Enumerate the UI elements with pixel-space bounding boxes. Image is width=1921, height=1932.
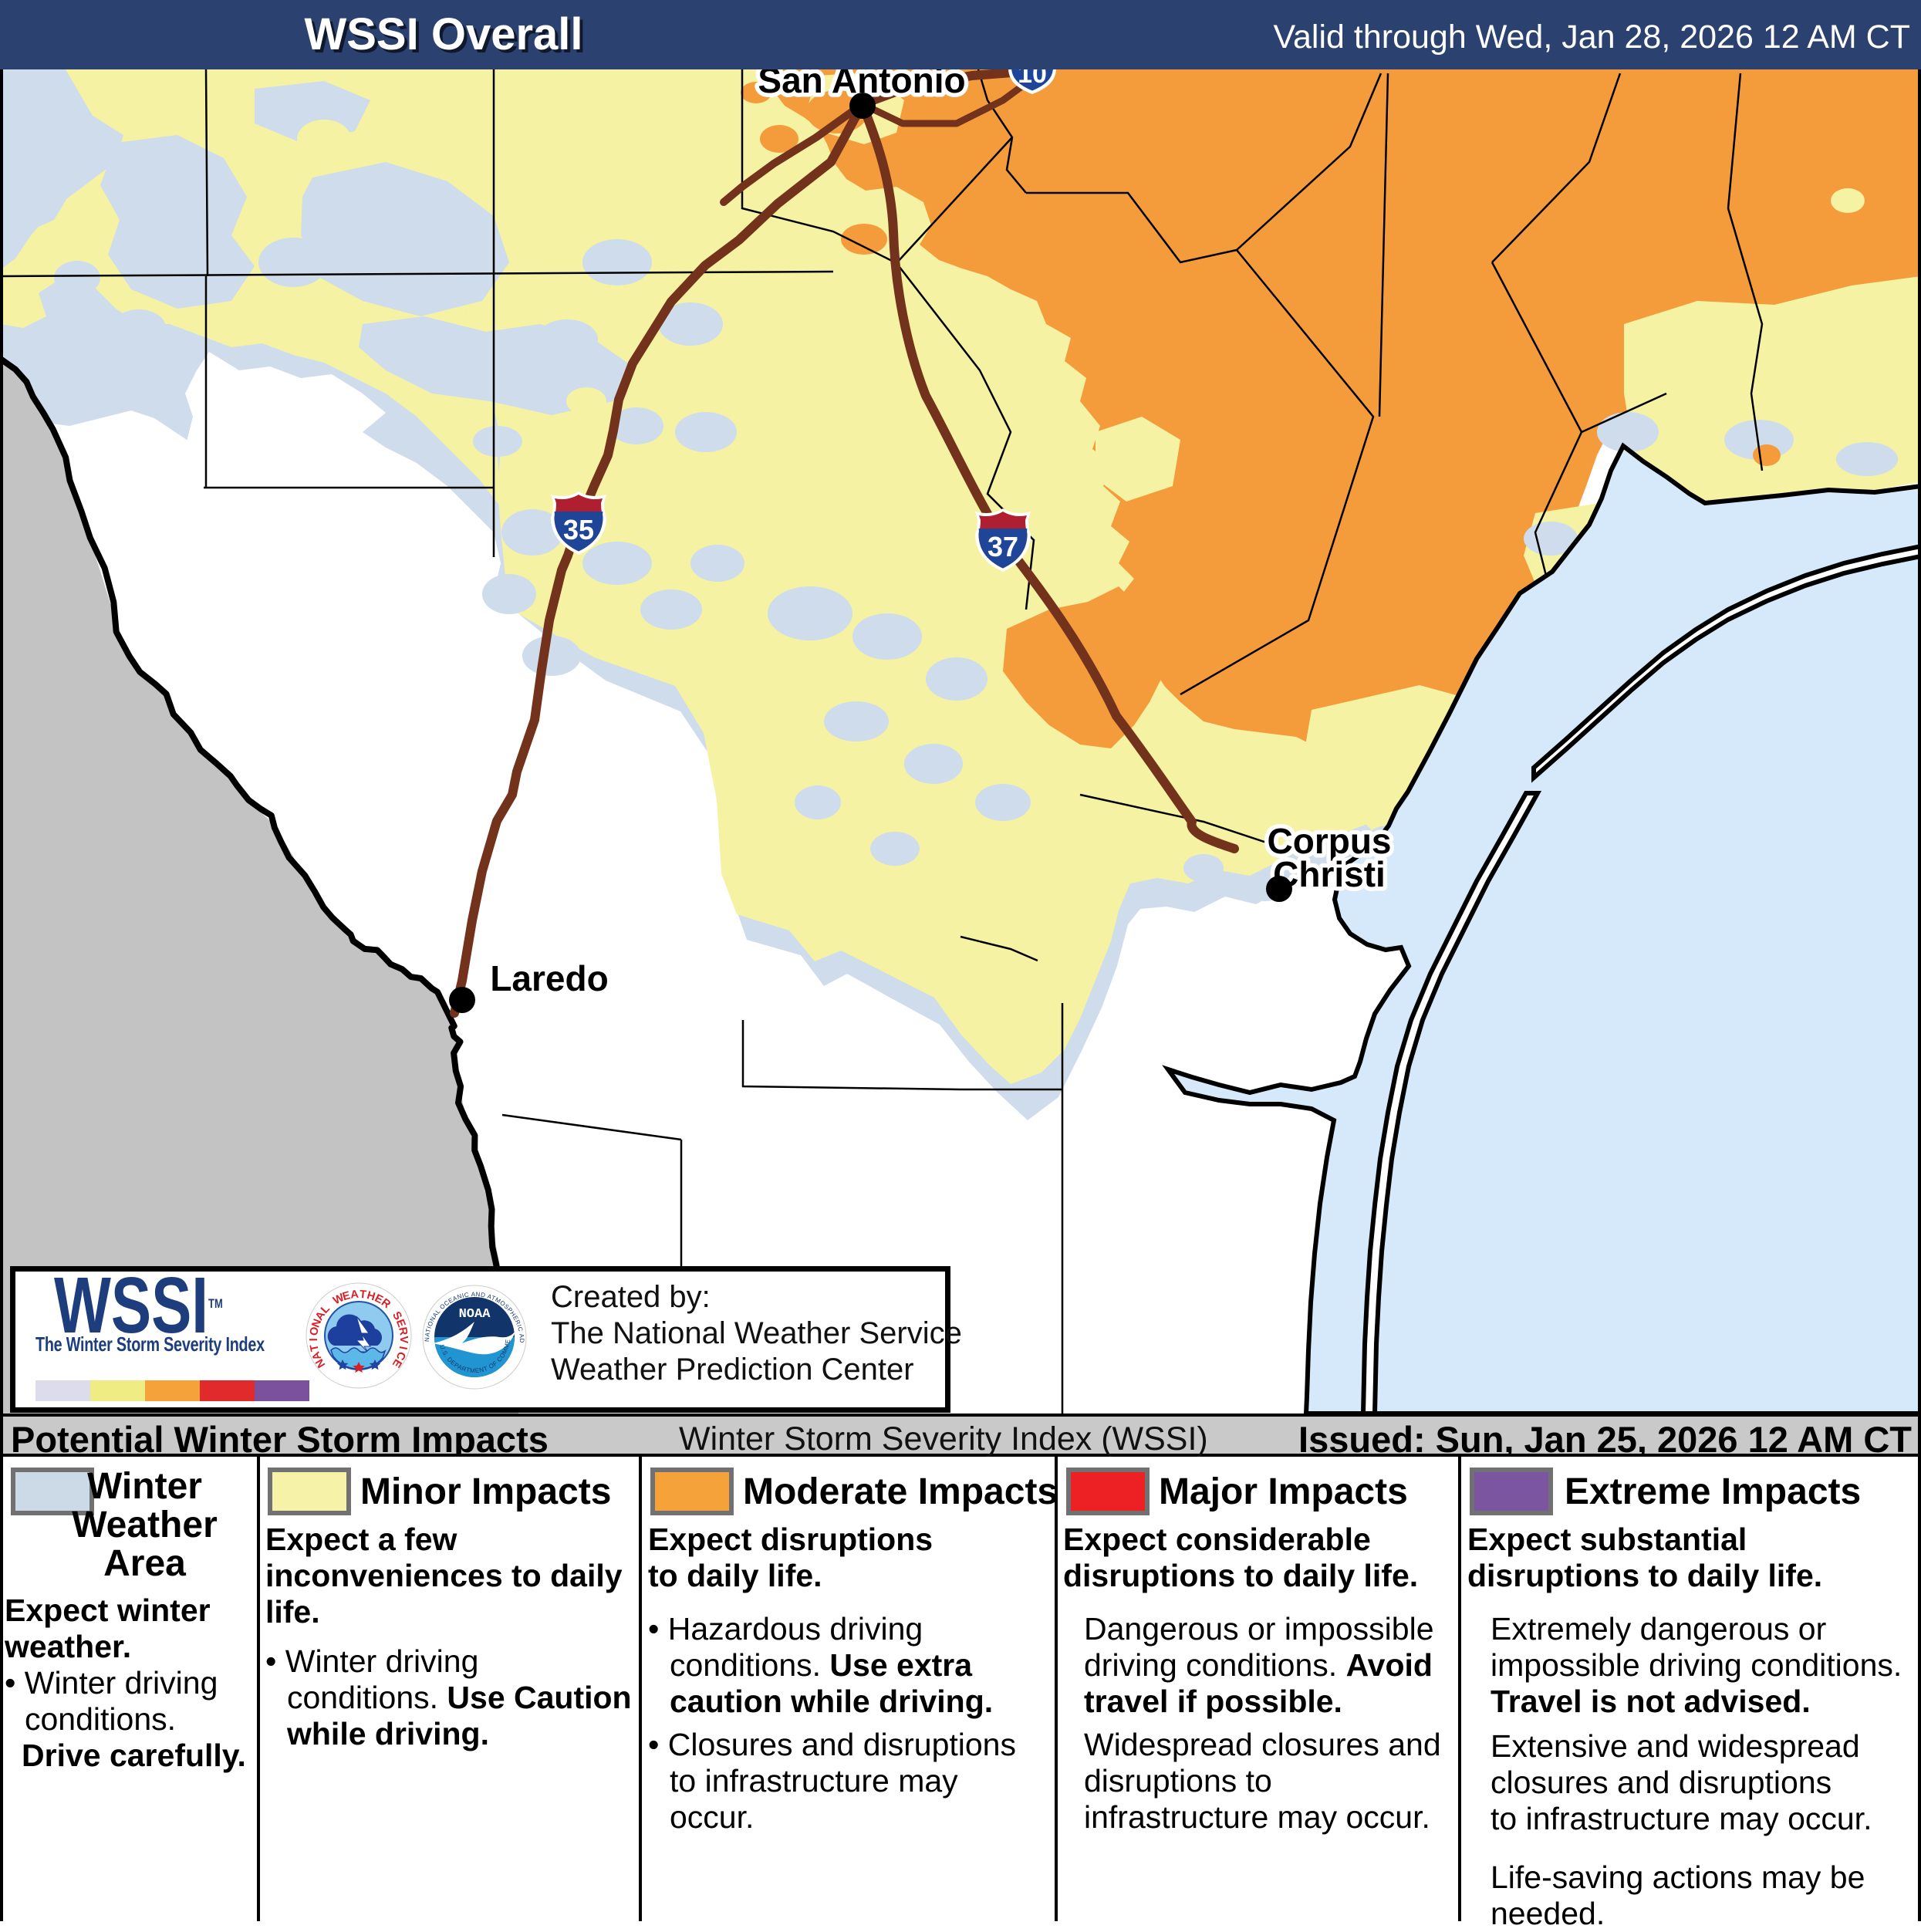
svg-text:T: T xyxy=(308,1343,321,1353)
svg-text:NOAA: NOAA xyxy=(459,1307,491,1322)
svg-text:I: I xyxy=(397,1345,409,1350)
svg-text:37: 37 xyxy=(988,531,1018,562)
svg-text:A: A xyxy=(350,1289,360,1302)
svg-text:O: O xyxy=(308,1326,322,1336)
svg-text:Christi: Christi xyxy=(1273,854,1386,894)
svg-text:T: T xyxy=(359,1289,366,1302)
svg-text:Corpus: Corpus xyxy=(1268,821,1392,861)
svg-text:I: I xyxy=(308,1338,320,1341)
svg-text:V: V xyxy=(397,1336,410,1343)
svg-text:Corpus: Corpus xyxy=(1268,821,1392,861)
svg-text:Laredo: Laredo xyxy=(490,958,608,998)
svg-text:10: 10 xyxy=(1018,69,1047,89)
svg-text:35: 35 xyxy=(563,514,594,545)
svg-text:H: H xyxy=(366,1289,376,1303)
svg-text:R: R xyxy=(396,1326,410,1337)
svg-text:Laredo: Laredo xyxy=(490,958,608,998)
svg-text:E: E xyxy=(341,1289,352,1303)
